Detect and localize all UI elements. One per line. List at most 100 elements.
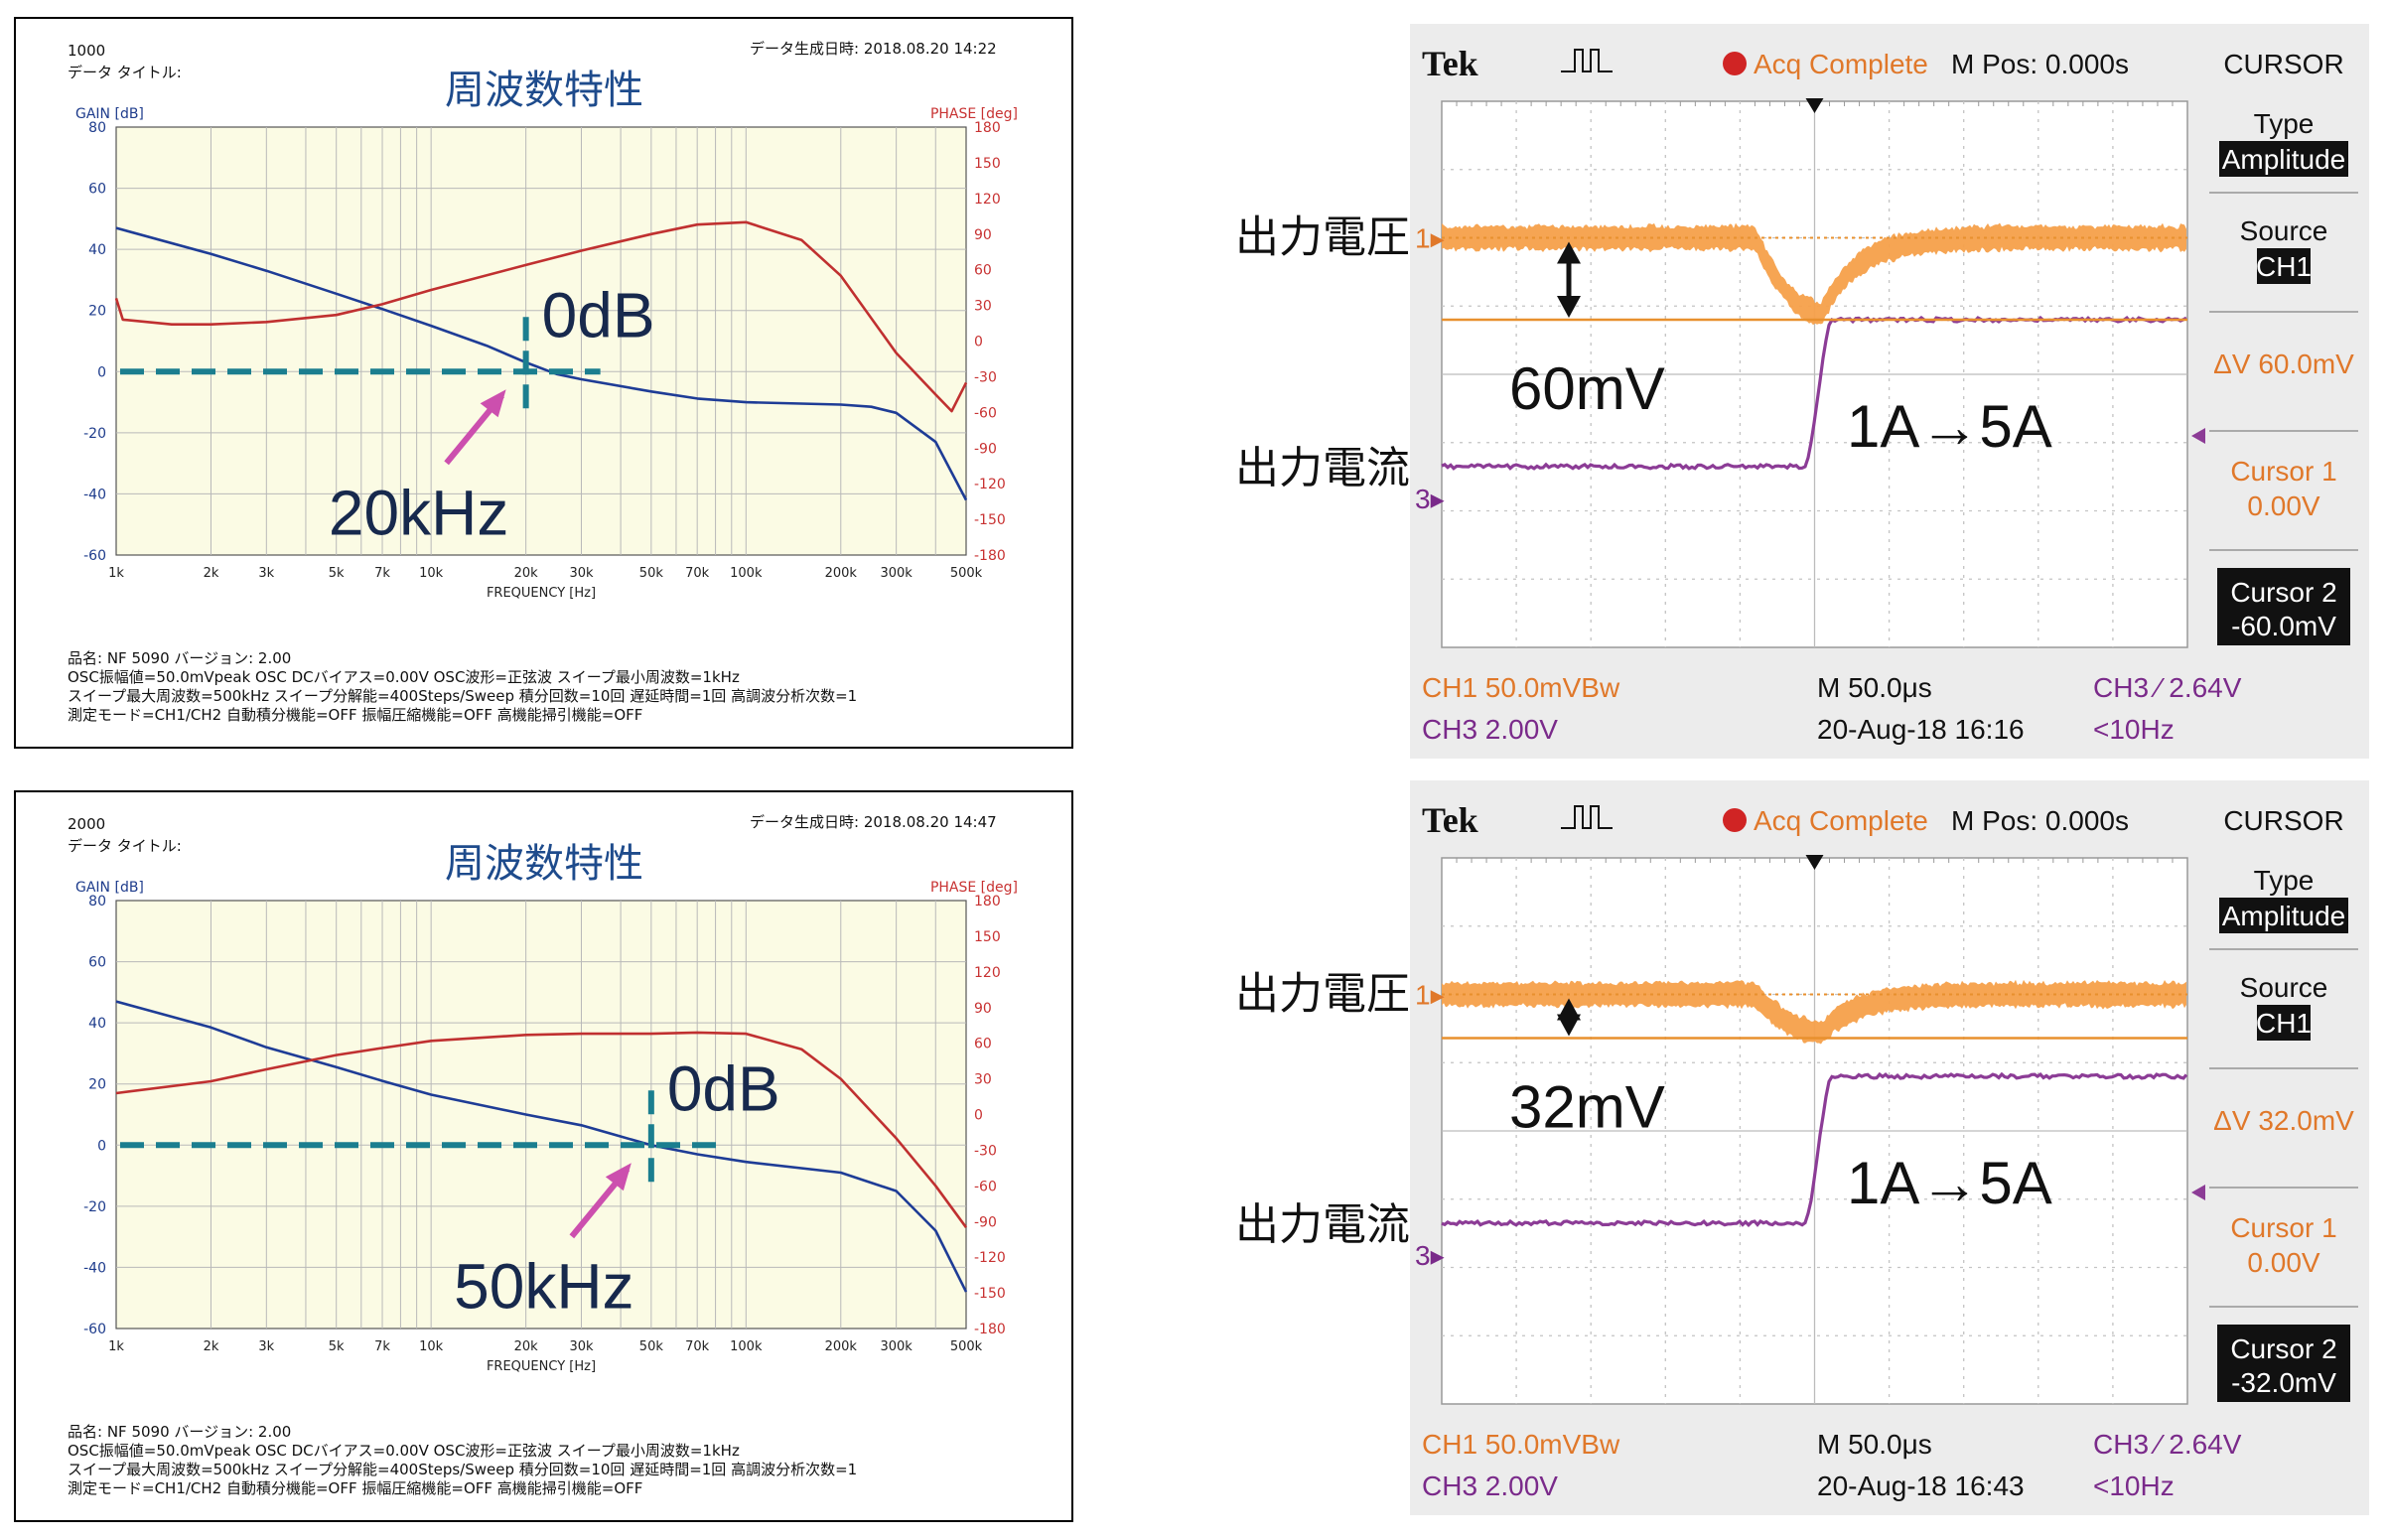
menu-title: CURSOR	[2223, 49, 2343, 79]
source-value-box	[2257, 1005, 2311, 1041]
label-current-step: 1A→5A	[1847, 393, 2052, 460]
footer-line: OSC振幅値=50.0mVpeak OSC DCバイアス=0.00V OSC波形…	[68, 668, 740, 686]
annotation-frequency: 20kHz	[329, 477, 508, 548]
y-tick-right: 60	[974, 263, 992, 279]
data-title-label: データ タイトル:	[68, 837, 182, 855]
trigger-level-marker	[2191, 1185, 2205, 1200]
y-tick-left: 80	[88, 120, 106, 136]
y-tick-left: -40	[83, 487, 106, 502]
x-axis-label: FREQUENCY [Hz]	[487, 586, 596, 601]
series-line-phase	[115, 1031, 968, 1228]
cursor1-value: 0.00V	[2247, 490, 2319, 521]
label-output-current: 出力電流	[1235, 443, 1410, 493]
y-tick-right: 60	[974, 1037, 992, 1052]
source-label: Source	[2240, 972, 2328, 1003]
acq-status: Acq Complete	[1754, 49, 1928, 79]
y-axis-label-right: PHASE [deg]	[930, 880, 1018, 896]
series-line-gain	[115, 1000, 968, 1293]
footer-line: 測定モード=CH1/CH2 自動積分機能=OFF 振幅圧縮機能=OFF 高機能掃…	[68, 706, 642, 724]
x-tick: 20k	[514, 1339, 539, 1354]
brand-logo: Tek	[1422, 44, 1478, 83]
trigger-mode-icon	[1561, 805, 1613, 829]
footer-line: 品名: NF 5090 バージョン: 2.00	[68, 649, 291, 667]
x-tick: 300k	[880, 1339, 913, 1354]
plot-area	[115, 900, 967, 1330]
source-value-box	[2257, 248, 2311, 284]
x-tick: 200k	[825, 566, 858, 581]
plot-area	[115, 126, 967, 556]
bode-panel-1: 1000 データ タイトル: データ生成日時: 2018.08.20 14:22 周波…	[14, 17, 1073, 749]
source-value: CH1	[2256, 1008, 2312, 1039]
chart-title: 周波数特性	[445, 841, 643, 887]
record-icon	[1723, 808, 1747, 832]
footer-line: 測定モード=CH1/CH2 自動積分機能=OFF 振幅圧縮機能=OFF 高機能掃…	[68, 1479, 642, 1497]
x-tick: 100k	[730, 1339, 763, 1354]
x-tick: 2k	[204, 1339, 219, 1354]
y-tick-right: 120	[974, 965, 1001, 981]
x-tick: 3k	[258, 566, 274, 581]
type-value: Amplitude	[2222, 144, 2346, 175]
trigger-position-marker	[1805, 98, 1824, 113]
x-tick: 7k	[374, 566, 390, 581]
y-tick-right: 120	[974, 192, 1001, 208]
trigger-frequency: <10Hz	[2093, 714, 2175, 745]
y-tick-right: -90	[974, 441, 997, 457]
x-tick: 200k	[825, 1339, 858, 1354]
ch1-scale: CH1 50.0mVBw	[1422, 672, 1620, 703]
header-id: 1000	[68, 42, 105, 60]
y-tick-left: 0	[97, 1138, 106, 1154]
ch3-trace	[1441, 1071, 2188, 1227]
timestamp: データ生成日時: 2018.08.20 14:22	[750, 40, 997, 58]
footer-line: スイープ最大周波数=500kHz スイープ分解能=400Steps/Sweep …	[68, 1461, 857, 1478]
m-pos: M Pos: 0.000s	[1951, 805, 2129, 836]
label-output-current: 出力電流	[1235, 1199, 1410, 1250]
cursor2-value: -32.0mV	[2231, 1367, 2336, 1398]
source-value: CH1	[2256, 251, 2312, 282]
brand-logo: Tek	[1422, 800, 1478, 840]
y-tick-right: -30	[974, 369, 997, 385]
label-output-voltage: 出力電圧	[1235, 969, 1410, 1020]
trigger-readout: CH3 ⁄ 2.64V	[2093, 672, 2242, 703]
y-tick-right: -60	[974, 1179, 997, 1194]
cursor2-label: Cursor 2	[2230, 577, 2336, 608]
y-tick-left: 20	[88, 1077, 106, 1093]
cursor2-label: Cursor 2	[2230, 1333, 2336, 1364]
y-tick-right: -120	[974, 1250, 1006, 1266]
arrow-head	[1557, 296, 1581, 318]
scope-panel-1: Tek Acq Complete M Pos: 0.000s CURSOR Type Am…	[1235, 24, 2369, 759]
x-tick: 3k	[258, 1339, 274, 1354]
y-tick-right: 150	[974, 156, 1001, 172]
type-value-box	[2219, 141, 2348, 177]
y-tick-right: 150	[974, 929, 1001, 945]
y-tick-left: 60	[88, 182, 106, 198]
ch3-scale: CH3 2.00V	[1422, 1470, 1558, 1501]
x-tick: 10k	[419, 566, 444, 581]
y-tick-left: -40	[83, 1260, 106, 1276]
cursor1-value: 0.00V	[2247, 1247, 2319, 1278]
x-axis-label: FREQUENCY [Hz]	[487, 1359, 596, 1374]
x-tick: 50k	[639, 1339, 664, 1354]
chart-title: 周波数特性	[445, 68, 643, 113]
x-tick: 30k	[569, 1339, 594, 1354]
y-axis-label-right: PHASE [deg]	[930, 106, 1018, 122]
cursor1-label: Cursor 1	[2230, 456, 2336, 487]
y-tick-right: 180	[974, 894, 1001, 910]
y-tick-right: -150	[974, 512, 1006, 528]
data-title-label: データ タイトル:	[68, 64, 182, 81]
y-tick-left: -60	[83, 1322, 106, 1337]
y-tick-left: 20	[88, 304, 106, 320]
ch3-ground-marker: 3▸	[1415, 484, 1445, 514]
y-axis-label-left: GAIN [dB]	[75, 106, 144, 122]
m-pos: M Pos: 0.000s	[1951, 49, 2129, 79]
y-tick-left: 40	[88, 242, 106, 258]
arrow-head	[480, 389, 506, 418]
trigger-position-marker	[1805, 855, 1824, 870]
series-line-phase	[114, 220, 968, 413]
y-tick-right: -180	[974, 1322, 1006, 1337]
y-tick-left: 40	[88, 1016, 106, 1032]
y-tick-right: -60	[974, 405, 997, 421]
menu-title: CURSOR	[2223, 805, 2343, 836]
source-label: Source	[2240, 215, 2328, 246]
